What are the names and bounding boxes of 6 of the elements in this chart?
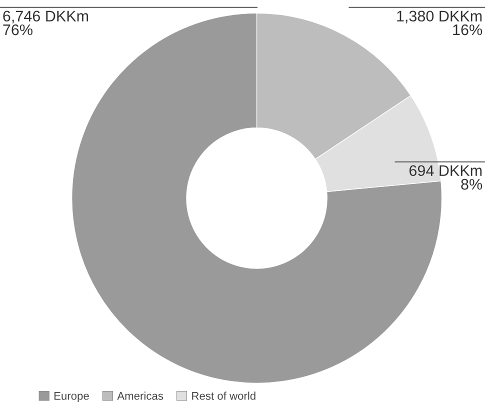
legend-label: Americas [117,392,164,400]
data-label: 694 DKKm 8% [409,165,482,190]
data-label: 1,380 DKKm 16% [397,10,482,36]
data-label: 6,746 DKKm 76% [3,10,88,36]
legend-label: Rest of world [192,392,256,400]
legend-label: Europe [54,392,89,402]
